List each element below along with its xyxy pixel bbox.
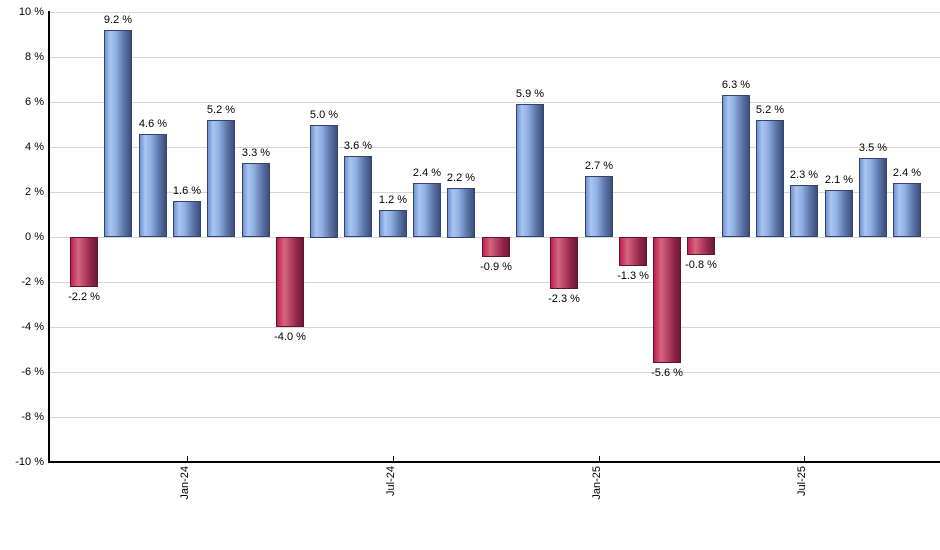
bar xyxy=(825,190,853,237)
bar-value-label: 2.3 % xyxy=(789,169,819,181)
x-axis-line xyxy=(48,461,940,463)
gridline xyxy=(50,417,940,418)
bar xyxy=(413,183,441,237)
bar-value-label: -4.0 % xyxy=(274,331,306,343)
bar-value-label: 3.6 % xyxy=(343,140,373,152)
bar xyxy=(790,185,818,237)
bar xyxy=(344,156,372,237)
x-tick-label: Jan-25 xyxy=(591,466,603,500)
gridline xyxy=(50,102,940,103)
bar-value-label: 5.0 % xyxy=(309,109,339,121)
y-tick-label: -6 % xyxy=(21,366,44,378)
bar-value-label: -2.3 % xyxy=(548,293,580,305)
bar xyxy=(859,158,887,237)
y-tick-label: -2 % xyxy=(21,276,44,288)
bar-value-label: -2.2 % xyxy=(68,291,100,303)
bar-value-label: 6.3 % xyxy=(721,79,751,91)
bar-value-label: 9.2 % xyxy=(103,14,133,26)
bar-value-label: 3.5 % xyxy=(858,142,888,154)
y-tick-label: 10 % xyxy=(18,6,44,18)
bar-value-label: 2.2 % xyxy=(446,172,476,184)
bar xyxy=(550,237,578,289)
bar xyxy=(310,125,338,238)
gridline xyxy=(50,147,940,148)
bar xyxy=(104,30,132,237)
bar xyxy=(687,237,715,255)
x-tick-mark xyxy=(393,456,394,462)
bar xyxy=(276,237,304,327)
x-tick-mark xyxy=(187,456,188,462)
gridline xyxy=(50,372,940,373)
bar xyxy=(447,188,475,238)
y-axis-line xyxy=(48,11,50,463)
x-tick-mark xyxy=(804,456,805,462)
y-tick-label: -4 % xyxy=(21,321,44,333)
bar-value-label: 5.9 % xyxy=(515,88,545,100)
gridline xyxy=(50,12,940,13)
bar-value-label: 3.3 % xyxy=(241,147,271,159)
y-tick-label: 0 % xyxy=(25,231,44,243)
bar-value-label: 2.1 % xyxy=(824,174,854,186)
bar xyxy=(756,120,784,237)
bar xyxy=(516,104,544,237)
bar-value-label: -0.9 % xyxy=(480,261,512,273)
bar-value-label: 2.7 % xyxy=(584,160,614,172)
bar-value-label: -0.8 % xyxy=(685,259,717,271)
bar-value-label: -5.6 % xyxy=(651,367,683,379)
y-tick-label: 4 % xyxy=(25,141,44,153)
gridline xyxy=(50,57,940,58)
bar xyxy=(482,237,510,257)
bar xyxy=(722,95,750,237)
bar xyxy=(242,163,270,237)
bar xyxy=(379,210,407,237)
bar xyxy=(139,134,167,237)
bar-value-label: 2.4 % xyxy=(892,167,922,179)
gridline xyxy=(50,192,940,193)
bar xyxy=(207,120,235,237)
y-tick-label: -10 % xyxy=(15,456,44,468)
gridline xyxy=(50,282,940,283)
x-tick-mark xyxy=(599,456,600,462)
y-tick-label: -8 % xyxy=(21,411,44,423)
x-tick-label: Jan-24 xyxy=(179,466,191,500)
x-tick-label: Jul-25 xyxy=(796,466,808,496)
x-tick-label: Jul-24 xyxy=(385,466,397,496)
gridline xyxy=(50,327,940,328)
bar-value-label: 5.2 % xyxy=(755,104,785,116)
bar xyxy=(893,183,921,237)
bar xyxy=(173,201,201,237)
y-tick-label: 2 % xyxy=(25,186,44,198)
bar xyxy=(619,237,647,266)
bar-value-label: 5.2 % xyxy=(206,104,236,116)
bar-value-label: 1.6 % xyxy=(172,185,202,197)
y-tick-label: 8 % xyxy=(25,51,44,63)
bar-value-label: 1.2 % xyxy=(378,194,408,206)
bar-value-label: 4.6 % xyxy=(138,118,168,130)
bar-value-label: -1.3 % xyxy=(617,270,649,282)
bar xyxy=(585,176,613,237)
y-tick-label: 6 % xyxy=(25,96,44,108)
bar xyxy=(70,237,98,287)
bar-value-label: 2.4 % xyxy=(412,167,442,179)
bar xyxy=(653,237,681,363)
